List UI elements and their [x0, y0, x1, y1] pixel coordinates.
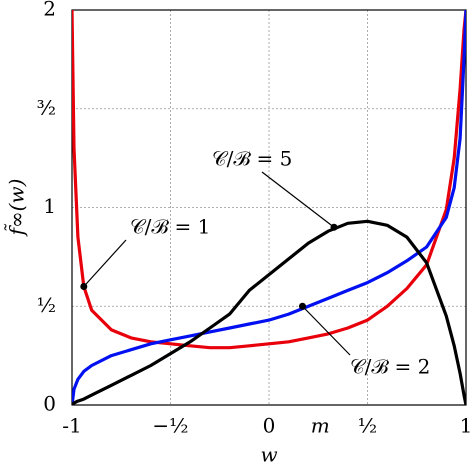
y-tick-label: 0 [43, 392, 56, 416]
x-tick-label: ½ [358, 414, 377, 438]
annotation: 𝒞/ℬ = 1 [130, 215, 210, 239]
series-line [72, 10, 466, 405]
y-tick-label: ³⁄₂ [37, 95, 56, 119]
y-axis-label: f̃∞(w) [4, 179, 28, 238]
annotation-point [330, 223, 338, 231]
leader-line [261, 171, 335, 228]
x-tick-label: −½ [152, 414, 188, 438]
x-tick-label: -1 [62, 414, 81, 438]
marker-label: m [311, 414, 330, 438]
x-tick-label: 0 [263, 414, 276, 438]
annotation: 𝒞/ℬ = 2 [350, 355, 430, 379]
y-tick-label: ½ [37, 293, 56, 317]
leader-line [83, 239, 127, 287]
annotation-point [80, 283, 88, 290]
annotation-point [298, 302, 306, 310]
leader-line [302, 305, 351, 356]
x-axis-label: w [260, 443, 277, 466]
series-line [72, 219, 466, 405]
annotation: 𝒞/ℬ = 5 [212, 147, 292, 171]
x-tick-label: 1 [460, 414, 473, 438]
plot-frame [71, 9, 467, 406]
y-tick-label: 2 [43, 0, 56, 21]
y-tick-label: 1 [43, 194, 56, 218]
